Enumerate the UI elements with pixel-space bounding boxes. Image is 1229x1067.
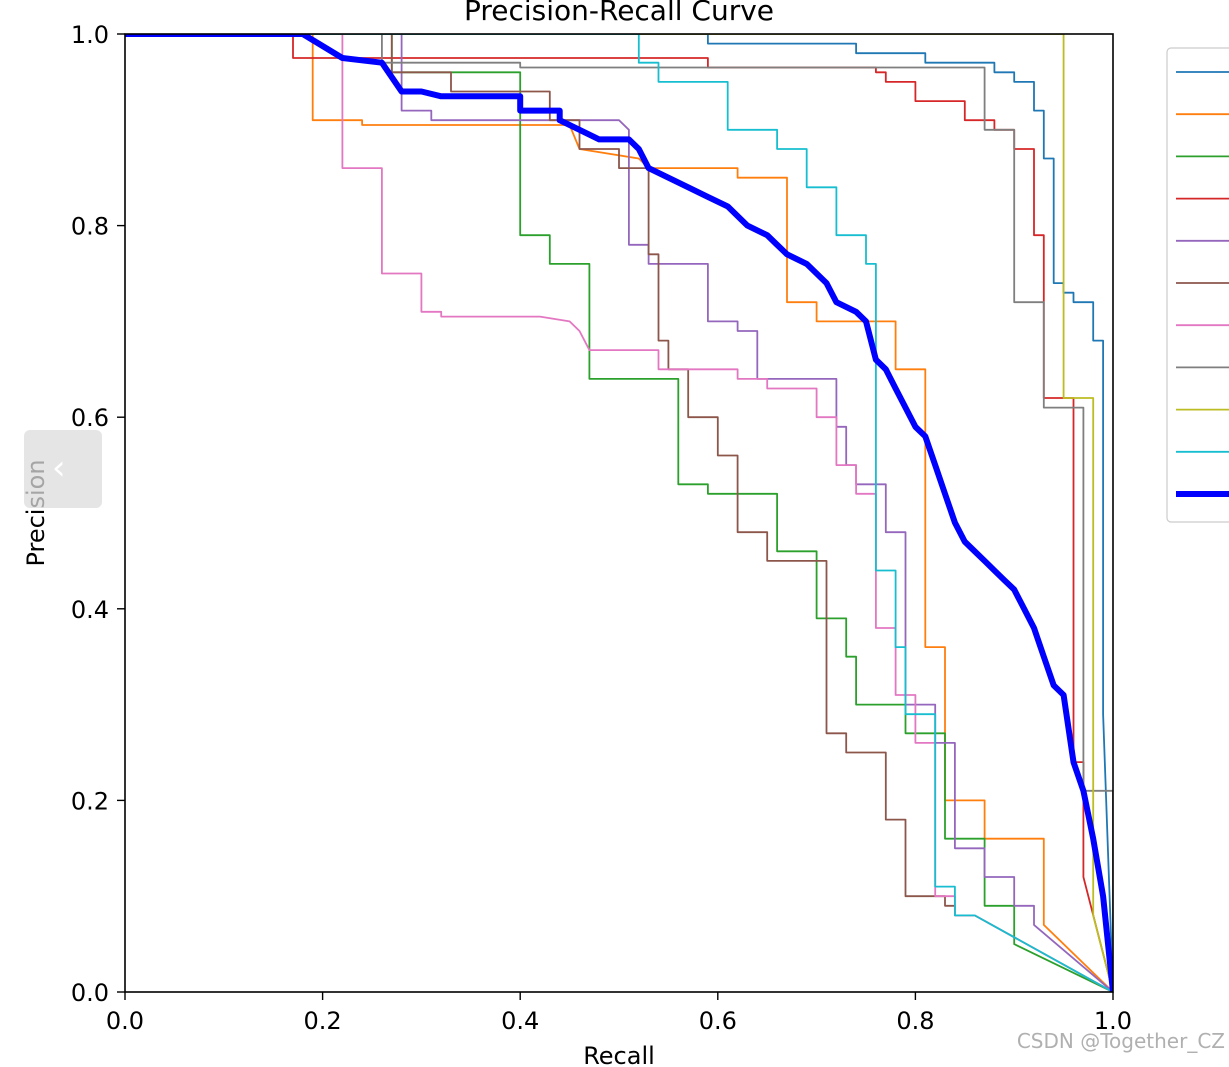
y-tick-label: 0.6	[71, 404, 109, 432]
series-line-class-9	[125, 34, 1113, 992]
x-tick-label: 0.8	[896, 1007, 934, 1035]
series-line-class-6	[125, 34, 1113, 992]
y-tick-label: 0.0	[71, 979, 109, 1007]
series-line-class-1	[125, 34, 1113, 992]
series-line-class-4	[125, 34, 1113, 992]
plot-frame	[124, 33, 1114, 993]
series-line-class-8	[125, 34, 1113, 992]
x-tick-label: 0.4	[501, 1007, 539, 1035]
x-tick-label: 1.0	[1094, 1007, 1132, 1035]
legend-frame	[1166, 47, 1229, 523]
chevron-left-icon: ‹	[52, 448, 66, 488]
x-tick-label: 0.0	[106, 1007, 144, 1035]
y-tick-label: 0.8	[71, 213, 109, 241]
x-tick-label: 0.6	[699, 1007, 737, 1035]
chart-title: Precision-Recall Curve	[464, 0, 774, 27]
y-tick-label: 0.2	[71, 787, 109, 815]
x-axis-label: Recall	[583, 1042, 655, 1067]
series-line-class-0	[125, 34, 1113, 992]
y-tick-label: 1.0	[71, 21, 109, 49]
series-line-class-7	[125, 34, 1113, 992]
x-tick-label: 0.2	[304, 1007, 342, 1035]
collapse-sidebar-button[interactable]: ‹	[24, 430, 102, 508]
series-line-all-classes	[125, 34, 1113, 992]
series-line-class-2	[125, 34, 1113, 992]
watermark: CSDN @Together_CZ	[1016, 1029, 1225, 1053]
legend	[1166, 47, 1229, 523]
y-tick-label: 0.4	[71, 596, 109, 624]
